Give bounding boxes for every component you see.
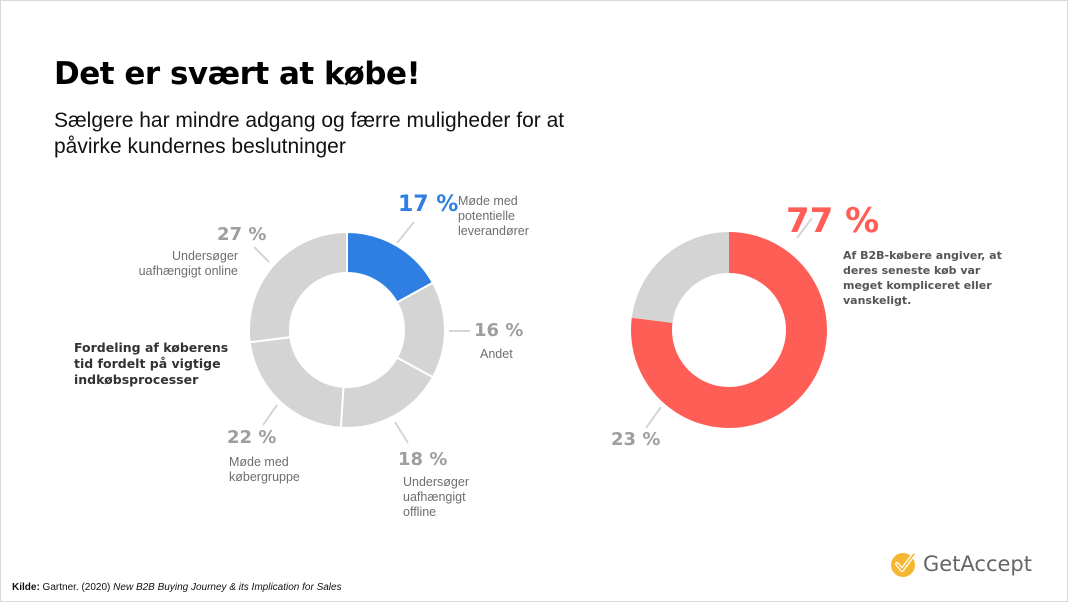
leader-line-77 — [796, 217, 813, 239]
source-citation: Kilde: Gartner. (2020) New B2B Buying Jo… — [12, 582, 342, 593]
source-prefix: Kilde: — [12, 582, 40, 593]
donut-slice — [631, 232, 729, 323]
donut-slice — [248, 336, 345, 429]
value-label-17: 17 % — [398, 192, 459, 217]
category-label-meetings-suppliers: Møde med potentielle leverandører — [458, 194, 529, 238]
leader-lines — [253, 217, 813, 444]
source-text: Gartner. (2020) — [39, 582, 114, 593]
slide-title: Det er svært at købe! — [54, 56, 421, 92]
leader-line-18 — [394, 421, 409, 444]
value-label-22: 22 % — [227, 427, 277, 448]
donut-chart-b2b-complexity — [631, 232, 827, 428]
leader-line-27 — [253, 246, 270, 263]
b2b-note: Af B2B-købere angiver, at deres seneste … — [843, 249, 1002, 307]
getaccept-logo: GetAccept — [889, 548, 1032, 580]
chart-description: Fordeling af køberens tid fordelt på vig… — [74, 340, 229, 387]
leader-line-23 — [645, 406, 662, 429]
category-label-online: Undersøger uafhængigt online — [138, 249, 238, 278]
category-label-offline: Undersøger uafhængigt offline — [403, 475, 469, 519]
value-label-77: 77 % — [786, 201, 880, 241]
slide-subtitle: Sælgere har mindre adgang og færre mulig… — [54, 109, 565, 158]
leader-line-22 — [262, 404, 278, 426]
value-label-27: 27 % — [217, 224, 267, 245]
value-label-23: 23 % — [611, 429, 661, 450]
value-label-16: 16 % — [474, 320, 524, 341]
category-label-other: Andet — [480, 347, 513, 361]
donut-slice — [248, 230, 348, 344]
leader-line-17 — [396, 221, 415, 244]
source-title: New B2B Buying Journey & its Implication… — [113, 582, 342, 593]
check-badge-icon — [891, 552, 916, 577]
logo-text: GetAccept — [923, 552, 1032, 576]
donut-chart-time-distribution — [248, 230, 446, 429]
value-label-18: 18 % — [398, 449, 448, 470]
category-label-buying-group: Møde med købergruppe — [229, 455, 300, 484]
donut-slice — [631, 232, 827, 428]
